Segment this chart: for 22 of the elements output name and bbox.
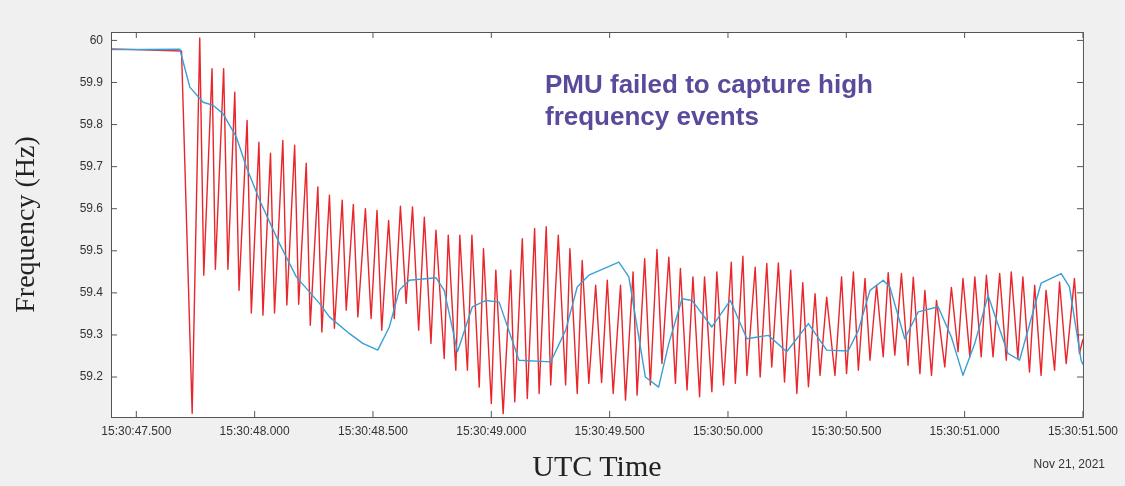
- x-tick-label: 15:30:49.000: [456, 423, 527, 438]
- annotation: PMU failed to capture high frequency events: [545, 68, 874, 132]
- y-tick-label: 59.5: [79, 243, 104, 258]
- y-tick-label: 59.7: [79, 158, 104, 173]
- y-tick-label: 59.4: [79, 285, 104, 300]
- y-axis-title: Frequency (Hz): [9, 136, 41, 313]
- x-tick-label: 15:30:50.500: [811, 423, 882, 438]
- x-tick-label: 15:30:49.500: [574, 423, 645, 438]
- x-axis-title: UTC Time: [532, 448, 662, 482]
- x-tick-label: 15:30:51.000: [929, 423, 1000, 438]
- text: Nov 21, 2021: [1033, 457, 1105, 471]
- x-tick-label: 15:30:48.000: [219, 423, 291, 438]
- y-tick-label: 60: [89, 32, 104, 47]
- x-tick-label: 15:30:50.000: [692, 423, 764, 438]
- y-tick-label: 59.8: [79, 116, 104, 131]
- x-tick-label: 15:30:47.500: [101, 423, 172, 438]
- x-tick-label: 15:30:51.500: [1047, 423, 1119, 438]
- x-tick-label: 15:30:48.500: [337, 423, 409, 438]
- y-tick-label: 59.2: [79, 369, 104, 384]
- y-tick-label: 59.6: [79, 201, 104, 216]
- y-tick-label: 59.9: [79, 74, 104, 89]
- y-tick-label: 59.3: [79, 327, 104, 342]
